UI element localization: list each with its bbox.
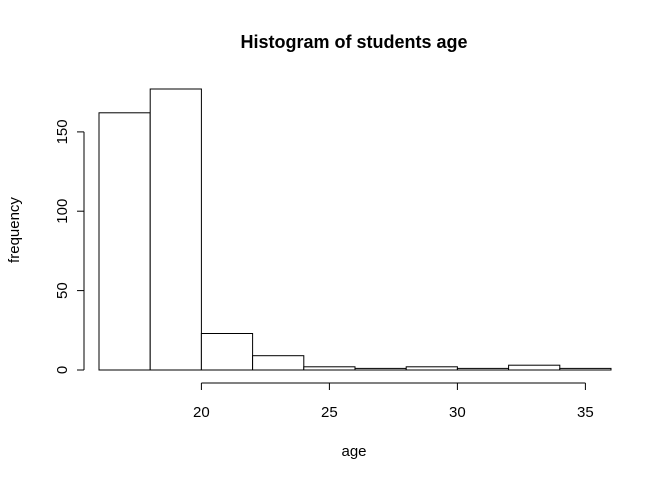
x-tick-label-25: 25 — [321, 404, 338, 421]
y-tick-label-150: 150 — [54, 119, 71, 144]
x-tick-label-20: 20 — [193, 404, 210, 421]
histogram-bar-4 — [252, 355, 305, 371]
y-axis: 0 50 100 150 — [54, 119, 85, 374]
histogram-bar-7 — [405, 366, 458, 371]
histogram-bar-1 — [98, 112, 151, 371]
x-axis: 20 25 30 35 — [193, 382, 594, 421]
y-tick-label-0: 0 — [54, 366, 71, 374]
y-axis-label: frequency — [6, 197, 23, 263]
histogram-bar-10 — [559, 367, 612, 371]
histogram-bar-9 — [508, 364, 561, 371]
bars-group — [98, 88, 612, 371]
y-tick-label-100: 100 — [54, 199, 71, 224]
histogram-bar-8 — [456, 367, 510, 371]
histogram-bar-2 — [149, 88, 202, 371]
x-axis-label: age — [341, 443, 366, 460]
x-tick-label-30: 30 — [449, 404, 466, 421]
y-tick-label-50: 50 — [54, 282, 71, 299]
histogram-bar-3 — [200, 333, 254, 371]
x-tick-label-35: 35 — [577, 404, 594, 421]
histogram-bar-6 — [354, 367, 407, 371]
histogram-bar-5 — [303, 366, 356, 371]
chart-title: Histogram of students age — [240, 32, 467, 52]
